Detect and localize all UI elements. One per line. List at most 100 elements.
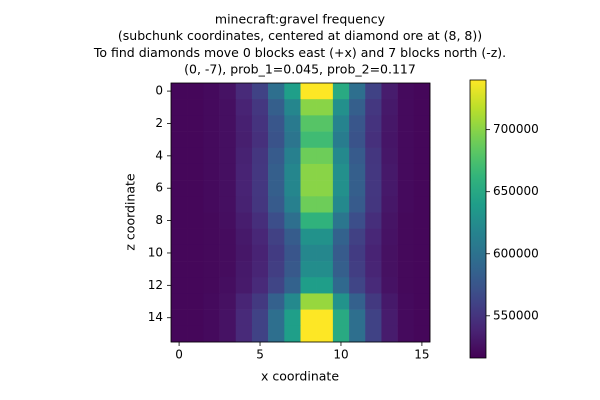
heatmap-cell xyxy=(171,309,188,327)
heatmap-cell xyxy=(397,99,415,116)
heatmap-cell xyxy=(284,115,301,132)
heatmap-cell xyxy=(397,325,415,343)
heatmap-cell xyxy=(349,277,366,294)
colorbar-tick-label: 650000 xyxy=(493,184,539,198)
heatmap-cell xyxy=(365,325,382,343)
heatmap-cell xyxy=(251,228,269,246)
heatmap-cell xyxy=(397,131,415,149)
heatmap-cell xyxy=(203,131,220,149)
heatmap-cell xyxy=(235,309,253,327)
heatmap-cell xyxy=(381,115,398,132)
heatmap-cell xyxy=(332,99,350,116)
heatmap-cell xyxy=(332,83,350,100)
heatmap-cell xyxy=(397,147,415,165)
heatmap-cell xyxy=(300,228,317,246)
heatmap-cell xyxy=(171,99,188,116)
heatmap-cell xyxy=(203,212,220,229)
heatmap-cell xyxy=(332,180,350,197)
heatmap-cell xyxy=(203,309,220,327)
heatmap-cell xyxy=(300,293,317,310)
heatmap-cell xyxy=(187,115,204,132)
heatmap-cell xyxy=(381,228,398,246)
heatmap-cell xyxy=(268,261,285,278)
heatmap-cell xyxy=(349,325,366,343)
heatmap-cell xyxy=(187,131,204,149)
heatmap-cell xyxy=(332,131,350,149)
heatmap-cell xyxy=(316,147,334,165)
heatmap-cell xyxy=(203,83,220,100)
heatmap-cell xyxy=(284,147,301,165)
heatmap-cell xyxy=(219,261,237,278)
heatmap-cell xyxy=(187,244,204,262)
heatmap-cell xyxy=(171,228,188,246)
y-axis-label: z coordinate xyxy=(123,173,138,251)
heatmap-cell xyxy=(349,115,366,132)
heatmap-cell xyxy=(381,277,398,294)
heatmap-cell xyxy=(316,115,334,132)
heatmap-cell xyxy=(381,293,398,310)
heatmap-cell xyxy=(332,277,350,294)
heatmap-cell xyxy=(251,277,269,294)
heatmap-cell xyxy=(284,196,301,213)
heatmap-cell xyxy=(300,309,317,327)
heatmap-cell xyxy=(171,277,188,294)
heatmap-cell xyxy=(284,325,301,343)
y-tick-label: 8 xyxy=(155,213,163,227)
heatmap-cell xyxy=(397,309,415,327)
plot-frame xyxy=(170,82,431,343)
colorbar-tick-label: 700000 xyxy=(493,122,539,136)
heatmap-cell xyxy=(300,261,317,278)
heatmap-cell xyxy=(235,325,253,343)
heatmap-cell xyxy=(413,277,431,294)
heatmap-cell xyxy=(171,293,188,310)
heatmap-cell xyxy=(171,115,188,132)
heatmap-cell xyxy=(219,147,237,165)
heatmap-cell xyxy=(316,309,334,327)
heatmap-cell xyxy=(203,147,220,165)
heatmap-cell xyxy=(332,115,350,132)
heatmap-cell xyxy=(268,180,285,197)
heatmap-cell xyxy=(251,196,269,213)
heatmap-cell xyxy=(349,131,366,149)
heatmap-cell xyxy=(332,325,350,343)
heatmap-cell xyxy=(187,196,204,213)
colorbar-tick-label: 550000 xyxy=(493,308,539,322)
y-tick-label: 4 xyxy=(155,148,163,162)
heatmap-cell xyxy=(284,293,301,310)
heatmap-cell xyxy=(235,212,253,229)
heatmap-cell xyxy=(284,261,301,278)
heatmap-cell xyxy=(316,293,334,310)
heatmap-cell xyxy=(203,228,220,246)
heatmap-cell xyxy=(187,277,204,294)
heatmap-cell xyxy=(300,131,317,149)
heatmap-cell xyxy=(284,163,301,181)
heatmap-cell xyxy=(332,196,350,213)
y-tick-label: 2 xyxy=(155,116,163,130)
heatmap-cell xyxy=(349,147,366,165)
x-axis-label: x coordinate xyxy=(261,369,339,384)
heatmap-cell xyxy=(251,163,269,181)
heatmap-cell xyxy=(171,83,188,100)
heatmap-cell xyxy=(171,325,188,343)
heatmap-cell xyxy=(413,147,431,165)
x-tick-label: 15 xyxy=(414,348,429,362)
heatmap-cell xyxy=(300,115,317,132)
heatmap-cell xyxy=(284,309,301,327)
heatmap-cell xyxy=(397,83,415,100)
heatmap-cell xyxy=(235,131,253,149)
heatmap-cell xyxy=(203,115,220,132)
heatmap-cell xyxy=(268,293,285,310)
heatmap-cell xyxy=(300,180,317,197)
heatmap-cell xyxy=(316,131,334,149)
heatmap-cell xyxy=(300,163,317,181)
heatmap-cell xyxy=(365,163,382,181)
heatmap-cell xyxy=(397,244,415,262)
heatmap-cell xyxy=(235,83,253,100)
heatmap-cell xyxy=(235,163,253,181)
heatmap-cell xyxy=(219,293,237,310)
heatmap-cell xyxy=(300,325,317,343)
y-tick-label: 6 xyxy=(155,181,163,195)
heatmap-cell xyxy=(365,131,382,149)
y-tick-label: 14 xyxy=(148,310,163,324)
